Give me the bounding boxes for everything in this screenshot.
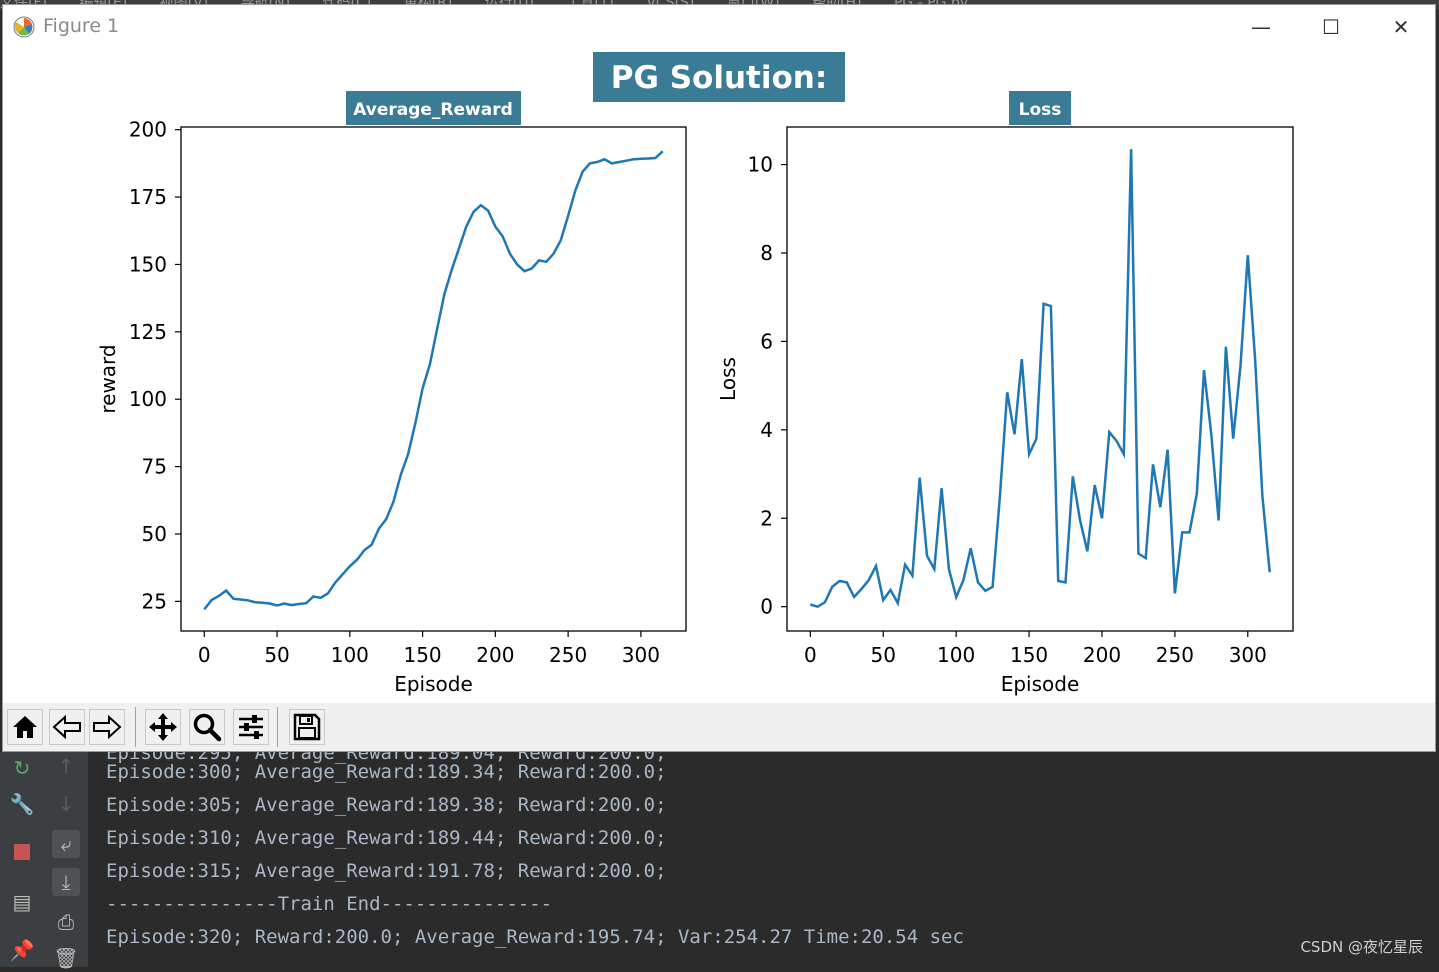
zoom-button[interactable]: [189, 709, 225, 745]
home-icon: [10, 712, 40, 742]
forward-button[interactable]: [89, 709, 125, 745]
suptitle-group: PG Solution:: [593, 52, 845, 102]
scroll-to-end-icon[interactable]: ⤓: [52, 868, 80, 896]
data-points: [204, 151, 662, 609]
wrench-icon[interactable]: 🔧: [8, 790, 36, 818]
zoom-icon: [192, 712, 222, 742]
y-axis-label: Loss: [716, 357, 740, 401]
soft-wrap-icon[interactable]: ⤶: [52, 830, 80, 858]
x-tick-label: 0: [804, 643, 817, 667]
print-icon[interactable]: ⎙: [52, 908, 80, 936]
save-button[interactable]: [289, 709, 325, 745]
save-icon: [292, 712, 322, 742]
y-tick-label: 10: [748, 153, 773, 177]
y-tick-label: 0: [760, 595, 773, 619]
scroll-down-icon[interactable]: ↓: [52, 790, 80, 818]
x-tick-label: 200: [1083, 643, 1121, 667]
trash-icon[interactable]: 🗑: [52, 944, 80, 972]
x-tick-label: 150: [403, 643, 441, 667]
pan-button[interactable]: [145, 709, 181, 745]
console-line: Episode:315; Average_Reward:191.78; Rewa…: [106, 860, 667, 882]
rerun-icon[interactable]: ↻: [8, 754, 36, 782]
toolbar-separator: [135, 707, 136, 747]
y-axis-label: reward: [96, 344, 120, 413]
console-line: Episode:305; Average_Reward:189.38; Rewa…: [106, 794, 667, 816]
layout-icon[interactable]: ▤: [8, 888, 36, 916]
scroll-up-icon[interactable]: ↑: [52, 752, 80, 780]
figure-window: Figure 1 — ☐ ✕ PG Solution: Average_Rewa…: [2, 4, 1436, 752]
y-tick-label: 200: [129, 118, 167, 142]
x-ticks: 0 50 100 150 200 250 300: [804, 631, 1267, 667]
run-toolbar: ↻ 🔧 ▤ 📌: [0, 752, 45, 967]
x-tick-label: 100: [937, 643, 975, 667]
console-line: Episode:320; Reward:200.0; Average_Rewar…: [106, 926, 964, 948]
pan-icon: [148, 712, 178, 742]
y-tick-label: 175: [129, 185, 167, 209]
home-button[interactable]: [7, 709, 43, 745]
x-axis-label: Episode: [394, 672, 473, 696]
x-tick-label: 250: [1156, 643, 1194, 667]
pin-icon[interactable]: 📌: [8, 936, 36, 964]
subplot-title: Loss: [1019, 100, 1062, 120]
x-tick-label: 300: [1229, 643, 1267, 667]
x-tick-label: 100: [331, 643, 369, 667]
y-tick-label: 8: [760, 241, 773, 265]
y-tick-label: 2: [760, 506, 773, 530]
x-tick-label: 0: [198, 643, 211, 667]
suptitle: PG Solution:: [611, 60, 828, 96]
back-button[interactable]: [49, 709, 85, 745]
y-ticks: 0 2 4 6 8 10: [748, 153, 787, 619]
y-tick-label: 150: [129, 252, 167, 276]
y-tick-label: 50: [142, 522, 167, 546]
y-tick-label: 100: [129, 387, 167, 411]
configure-subplots-button[interactable]: [233, 709, 269, 745]
y-tick-label: 4: [760, 418, 773, 442]
subplot-title: Average_Reward: [353, 100, 513, 120]
watermark: CSDN @夜忆星辰: [1300, 936, 1423, 957]
y-tick-label: 25: [142, 589, 167, 613]
x-tick-label: 50: [871, 643, 896, 667]
average-reward-subplot: Average_Reward 0 50 100 150 200 250 300 25 50 75…: [96, 91, 686, 696]
console-toolbar: ↑ ↓ ⤶ ⤓ ⎙ 🗑: [44, 752, 88, 967]
x-tick-label: 50: [264, 643, 289, 667]
x-tick-label: 150: [1010, 643, 1048, 667]
console-line: Episode:310; Average_Reward:189.44; Rewa…: [106, 827, 667, 849]
run-console-panel: ↻ 🔧 ▤ 📌 ↑ ↓ ⤶ ⤓ ⎙ 🗑 Episode:295; Average…: [0, 752, 1439, 967]
x-tick-label: 250: [549, 643, 587, 667]
x-tick-label: 200: [476, 643, 514, 667]
forward-icon: [92, 712, 122, 742]
reward-line: [204, 151, 662, 609]
toolbar-separator: [277, 707, 278, 747]
x-tick-label: 300: [622, 643, 660, 667]
stop-icon[interactable]: [8, 838, 36, 866]
navigation-toolbar: [3, 703, 1435, 751]
console-output[interactable]: Episode:295; Average_Reward:189.04; Rewa…: [106, 742, 1439, 967]
y-tick-label: 125: [129, 320, 167, 344]
x-ticks: 0 50 100 150 200 250 300: [198, 631, 660, 667]
configure-subplots-icon: [236, 712, 266, 742]
console-line: Episode:300; Average_Reward:189.34; Rewa…: [106, 761, 667, 783]
y-ticks: 25 50 75 100 125 150 175 200: [129, 118, 181, 614]
back-icon: [52, 712, 82, 742]
loss-line: [810, 149, 1269, 607]
y-tick-label: 75: [142, 455, 167, 479]
x-axis-label: Episode: [1001, 672, 1080, 696]
console-line: ---------------Train End---------------: [106, 893, 552, 915]
y-tick-label: 6: [760, 329, 773, 353]
axes-frame: [181, 127, 686, 631]
